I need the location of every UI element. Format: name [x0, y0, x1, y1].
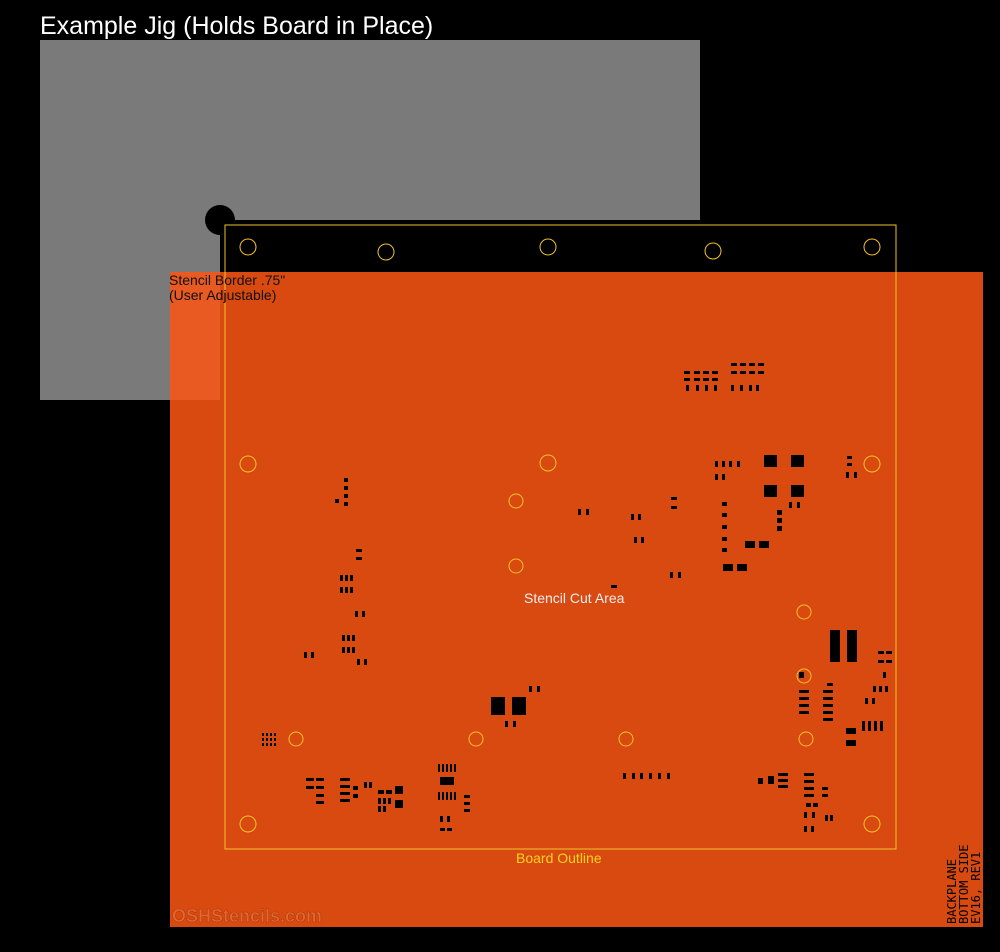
hole — [796, 604, 812, 620]
board-revision-text: EV16, REV1 — [969, 852, 983, 924]
hole — [863, 455, 881, 473]
hole — [863, 238, 881, 256]
hole — [508, 558, 524, 574]
stencil-pads — [262, 363, 892, 832]
stencil-border-label: Stencil Border .75" — [169, 272, 285, 288]
hole — [539, 238, 557, 256]
board-outline-label: Board Outline — [516, 850, 602, 866]
hole — [539, 454, 557, 472]
mounting-holes — [239, 238, 881, 833]
watermark-logo: OSHStencils.com — [172, 906, 322, 926]
hole — [796, 668, 812, 684]
hole — [239, 815, 257, 833]
stencil-cut-area-label: Stencil Cut Area — [524, 590, 625, 606]
hole — [377, 243, 395, 261]
hole — [798, 731, 814, 747]
title-label: Example Jig (Holds Board in Place) — [40, 12, 433, 40]
stencil-sheet — [170, 272, 983, 927]
hole — [239, 238, 257, 256]
hole — [618, 731, 634, 747]
board-name-text: BACKPLANE — [945, 859, 959, 924]
hole — [468, 731, 484, 747]
hole — [508, 493, 524, 509]
board-corner-dot — [205, 205, 235, 235]
hole — [288, 731, 304, 747]
board-side-text: BACKPLANE BOTTOM SIDE EV16, REV1 — [945, 845, 983, 924]
stencil-border-sublabel: (User Adjustable) — [169, 287, 276, 303]
hole — [239, 455, 257, 473]
stencil-jig-overlap — [170, 272, 220, 400]
board-outline — [224, 224, 897, 850]
hole — [704, 242, 722, 260]
hole — [863, 815, 881, 833]
board-side-text-line: BOTTOM SIDE — [957, 845, 971, 924]
